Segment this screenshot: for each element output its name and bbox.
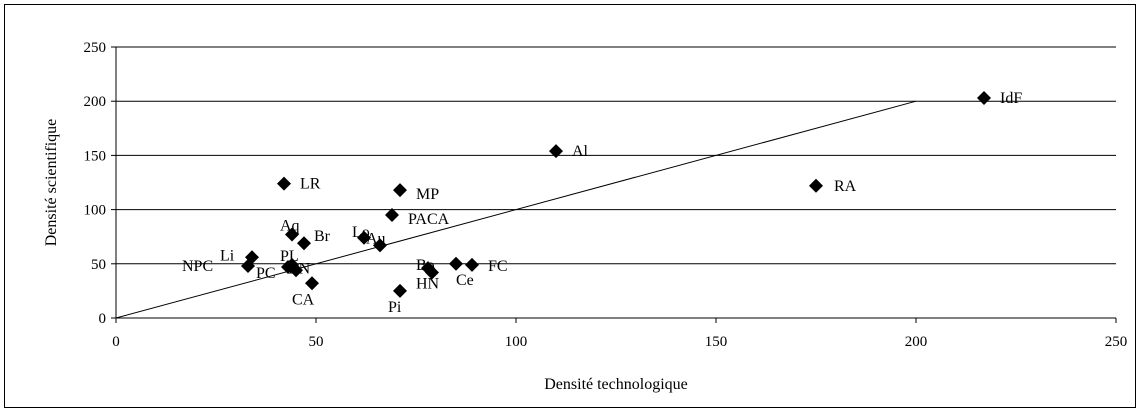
point-label-bn: BN (288, 260, 311, 277)
point-label-pi: Pi (388, 299, 402, 316)
point-label-al: Al (572, 143, 589, 160)
y-tick-label: 100 (84, 203, 107, 219)
x-tick-label: 100 (505, 334, 528, 350)
point-br (297, 236, 311, 251)
point-label-ce: Ce (456, 272, 474, 289)
point-ca (305, 276, 319, 291)
y-tick-label: 250 (84, 40, 107, 56)
point-ra (809, 178, 823, 193)
point-label-au: Au (366, 230, 386, 247)
point-label-lr: LR (300, 176, 321, 193)
x-tick-label: 50 (309, 334, 324, 350)
point-label-pc: PC (256, 265, 276, 282)
point-npc (241, 258, 255, 273)
chart-frame (4, 4, 1136, 408)
point-label-li: Li (220, 247, 235, 264)
point-label-ra: RA (834, 178, 857, 195)
point-label-pl: PL (280, 248, 299, 265)
point-label-lo: Lo (352, 224, 370, 241)
x-axis-ticks: 0 50 100 150 200 250 (112, 318, 1127, 350)
point-label-bo: Bo (416, 257, 435, 274)
x-tick-label: 150 (705, 334, 728, 350)
y-axis-ticks: 0 50 100 150 200 250 (84, 40, 116, 327)
point-lo (357, 230, 371, 245)
point-fc (465, 257, 479, 272)
x-axis-title: Densité technologique (544, 376, 688, 393)
point-label-ca: CA (292, 291, 315, 308)
y-axis-title: Densité scientifique (43, 119, 60, 247)
point-lr (277, 176, 291, 191)
reference-line (115, 100, 917, 319)
y-tick-label: 200 (84, 94, 107, 110)
point-label-idf: IdF (1000, 90, 1022, 107)
data-points (241, 90, 991, 298)
y-tick-label: 0 (99, 311, 107, 327)
point-label-aq: Aq (280, 218, 300, 235)
point-label-fc: FC (488, 258, 508, 275)
y-tick-label: 50 (91, 257, 106, 273)
point-hn (425, 265, 439, 280)
point-au (373, 238, 387, 253)
point-label-npc: NPC (182, 258, 213, 275)
x-tick-label: 0 (112, 334, 120, 350)
point-al (549, 144, 563, 159)
y-tick-label: 150 (84, 148, 107, 164)
x-tick-label: 250 (1105, 334, 1128, 350)
point-mp (393, 183, 407, 198)
point-ce (449, 256, 463, 271)
point-pi (393, 283, 407, 298)
point-aq (285, 227, 299, 242)
point-idf (977, 90, 991, 105)
point-label-paca: PACA (408, 211, 450, 228)
point-label-br: Br (314, 228, 331, 245)
point-label-hn: HN (416, 275, 440, 292)
point-label-mp: MP (416, 186, 439, 203)
point-bn (289, 263, 303, 278)
point-paca (385, 208, 399, 223)
gridlines (116, 46, 1116, 265)
x-tick-label: 200 (905, 334, 928, 350)
